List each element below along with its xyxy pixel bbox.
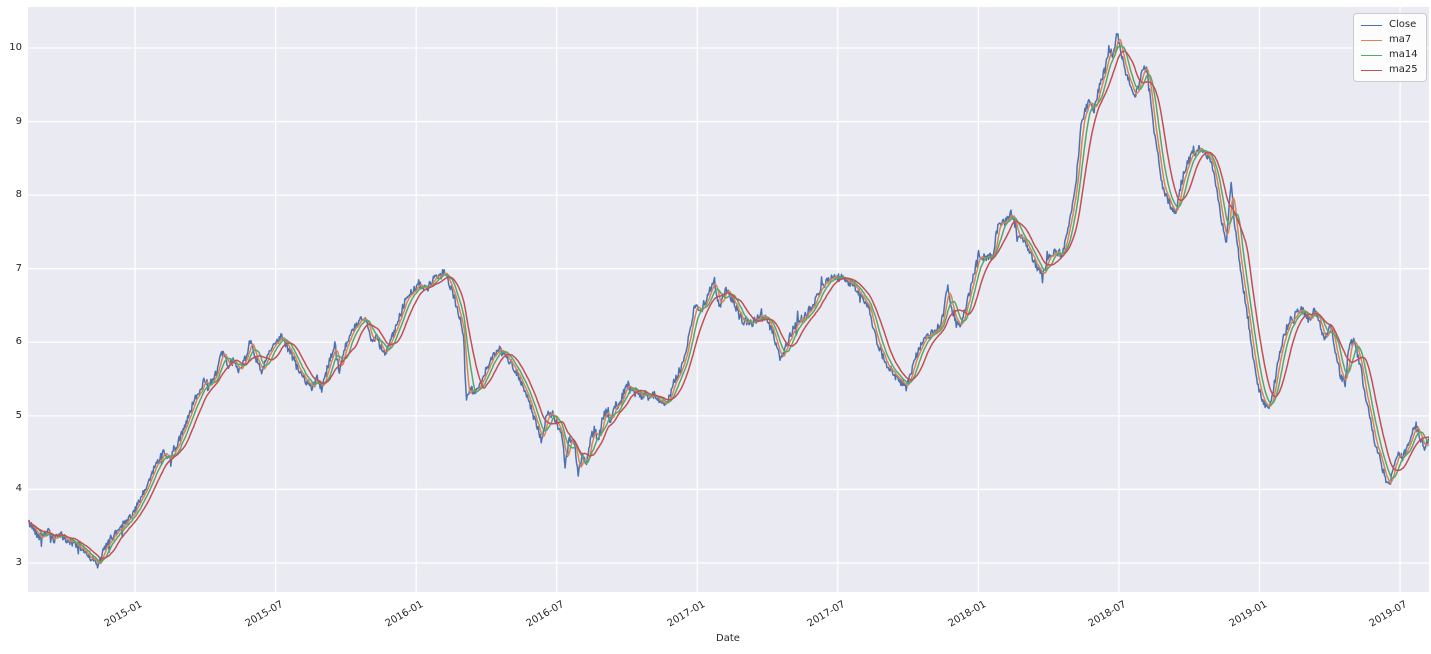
legend-entry-Close: Close bbox=[1361, 19, 1418, 31]
y-tick-label: 5 bbox=[15, 409, 22, 421]
y-tick-label: 3 bbox=[15, 557, 22, 568]
legend-line-sample bbox=[1361, 69, 1382, 71]
x-axis-label: Date bbox=[716, 633, 740, 644]
legend-entry-ma25: ma25 bbox=[1361, 64, 1418, 76]
legend-line-sample bbox=[1361, 39, 1382, 41]
legend-line-sample bbox=[1361, 54, 1382, 56]
y-tick-label: 9 bbox=[15, 115, 22, 127]
legend-entry-ma14: ma14 bbox=[1361, 49, 1418, 61]
y-tick-label: 10 bbox=[9, 41, 22, 53]
legend-entry-ma7: ma7 bbox=[1361, 34, 1418, 46]
legend: Close ma7 ma14 ma25 bbox=[1353, 13, 1427, 82]
plot-area bbox=[28, 7, 1429, 592]
series-line-ma25 bbox=[28, 50, 1429, 560]
legend-line-sample bbox=[1361, 24, 1382, 26]
legend-label: Close bbox=[1389, 19, 1417, 30]
legend-label: ma14 bbox=[1389, 49, 1418, 60]
y-tick-label: 8 bbox=[15, 189, 22, 201]
legend-label: ma7 bbox=[1389, 34, 1412, 45]
series-line-ma7 bbox=[28, 38, 1429, 565]
y-tick-label: 6 bbox=[15, 336, 22, 348]
legend-label: ma25 bbox=[1389, 64, 1418, 75]
y-tick-label: 7 bbox=[15, 262, 22, 274]
series-line-ma14 bbox=[28, 45, 1429, 563]
y-tick-label: 4 bbox=[15, 483, 22, 495]
